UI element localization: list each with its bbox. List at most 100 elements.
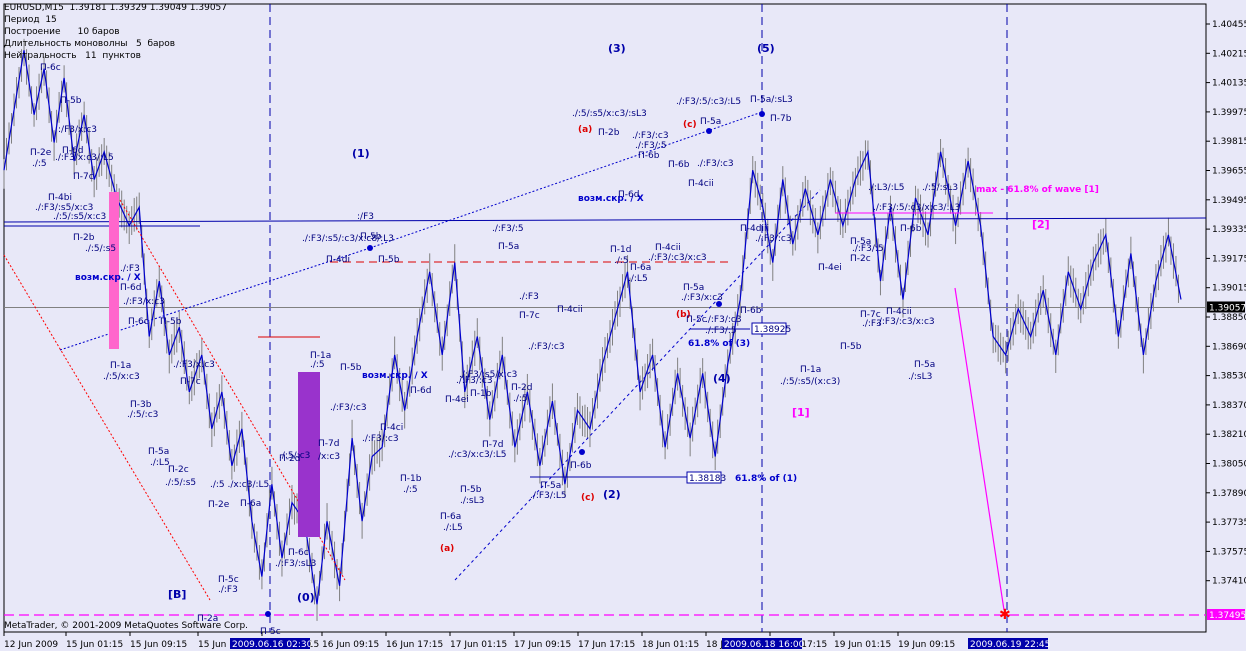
wave-annotation: П-6c: [288, 548, 309, 558]
highlight-box-purple: [298, 372, 320, 537]
wave-annotation: П-6d: [62, 146, 83, 156]
y-tick-label: 1.39495: [1212, 196, 1246, 206]
wave-annotation: П-6a: [240, 499, 261, 509]
wave-annotation: П-2c: [850, 254, 871, 264]
x-tick-label: 17 Jun 01:15: [450, 640, 507, 650]
wave-annotation: П-5a: [148, 447, 169, 457]
wave-annotation: П-6b: [740, 306, 762, 316]
y-tick-label: 1.39655: [1212, 167, 1246, 177]
y-tick-label: 1.40215: [1212, 49, 1246, 59]
wave-annotation: возм.скр. / X: [578, 194, 644, 204]
wave-annotation: П-5a: [540, 481, 561, 491]
wave-annotation: П-4diii: [740, 224, 769, 234]
channel-line: [59, 247, 371, 351]
wave-annotation: (c): [683, 120, 697, 130]
target-price-box: [1207, 609, 1245, 620]
x-tick-label: 19 Jun 01:15: [834, 640, 891, 650]
wave-annotation: ./:F3/:sL3: [275, 559, 316, 569]
channel-line: [454, 189, 821, 581]
wave-annotation: П-7b: [770, 114, 792, 124]
wave-annotation: П-1a: [310, 351, 331, 361]
wave-annotation: П-2e: [30, 148, 52, 158]
wave-annotation: ./:L5: [443, 523, 463, 533]
wave-annotation: (c): [581, 493, 595, 503]
wave-annotation: ./:F3/:c3/x:c3: [648, 253, 707, 263]
wave-annotation: П-4cii: [886, 307, 912, 317]
wave-annotation: ./:F3/:5: [852, 244, 884, 254]
wave-annotation: П-6b: [570, 461, 592, 471]
wave-annotation: П-5a/:sL3: [750, 95, 793, 105]
wave-annotation: :/F3/x:c3: [58, 125, 97, 135]
y-tick-label: 1.39335: [1212, 225, 1246, 235]
wave-annotation: ./:L5: [628, 274, 648, 284]
wave-annotation: П-1d: [610, 245, 631, 255]
y-tick-label: 1.40455: [1212, 20, 1246, 30]
y-tick-label: 1.38050: [1212, 460, 1246, 470]
wave-annotation: ./:5: [32, 159, 47, 169]
x-tick-label: 15 Jun 01:15: [66, 640, 123, 650]
wave-label: [2]: [1032, 218, 1050, 231]
wave-annotation: П-2a: [197, 614, 218, 624]
wave-label: (5): [757, 42, 775, 55]
pivot-dot: [716, 301, 722, 307]
wave-annotation: П-4cii: [655, 243, 681, 253]
x-tick-label: 17 Jun 17:15: [578, 640, 635, 650]
wave-annotation: П-5b: [360, 232, 382, 242]
x-tick-label: 19 Jun 09:15: [898, 640, 955, 650]
wave-annotation: П-6a: [630, 263, 651, 273]
wave-annotation: П-6b: [900, 224, 922, 234]
wave-annotation: П-7d: [482, 440, 503, 450]
wave-label: (1): [352, 147, 370, 160]
wave-annotation: П-7c: [860, 310, 881, 320]
pivot-dot: [367, 245, 373, 251]
wave-annotation: ./:5: [310, 360, 325, 370]
wave-annotation: 61.8% of (3): [688, 339, 750, 349]
current-price-box: [1207, 301, 1245, 313]
wave-annotation: :/F3: [357, 212, 374, 222]
wave-annotation: П-4di: [326, 255, 350, 265]
wave-annotation: П-6с: [40, 63, 61, 73]
current-price-label: 1.39057: [1209, 303, 1246, 313]
forecast-line: [954, 287, 1005, 611]
y-tick-label: 1.38530: [1212, 372, 1246, 382]
wave-annotation: П-7c: [73, 172, 94, 182]
wave-line: [3, 50, 1182, 605]
wave-annotation: ./:F3/x:c3: [681, 293, 723, 303]
wave-annotation: П-5b: [378, 255, 400, 265]
wave-annotation: ./:5/:c3: [279, 451, 310, 461]
target-price-label: 1.37495: [1209, 611, 1246, 621]
y-tick-label: 1.38370: [1212, 401, 1246, 411]
wave-annotation: П-5b: [460, 485, 482, 495]
wave-annotation: ./:F3/:5: [492, 224, 524, 234]
wave-annotation: П-7c: [519, 311, 540, 321]
wave-annotation: П-5c: [218, 575, 239, 585]
y-tick-label: 1.37890: [1212, 489, 1246, 499]
wave-annotation: П-4cii: [688, 179, 714, 189]
wave-annotation: возм.скр. / X: [75, 273, 141, 283]
wave-annotation: ./:L5: [150, 458, 170, 468]
time-highlight-label: 2009.06.18 16:00: [724, 640, 805, 650]
wave-annotation: П-1a: [110, 361, 131, 371]
time-highlight-box: [722, 638, 802, 649]
x-tick-label: 16 Jun 17:15: [386, 640, 443, 650]
x-tick-label: 15 Jun 09:15: [130, 640, 187, 650]
wave-annotation: П-4ci: [380, 423, 403, 433]
wave-annotation: ./:F3/:c3: [705, 315, 742, 325]
wave-annotation: ./:F3: [218, 585, 238, 595]
highlight-box-pink: [109, 192, 119, 349]
wave-annotation: П-1b: [470, 389, 492, 399]
wave-annotation: П-6d: [410, 386, 431, 396]
wave-annotation: П-5c: [686, 315, 707, 325]
wave-annotation: П-5a: [700, 117, 721, 127]
time-highlight-label: 2009.06.16 02:30: [232, 640, 313, 650]
wave-annotation: П-4cii: [557, 305, 583, 315]
wave-annotation: П-2d: [511, 383, 532, 393]
wave-annotation: ./:F3: [862, 319, 882, 329]
wave-annotation: ./:F3/:c3: [632, 131, 669, 141]
wave-annotation: ./:5/:s5/x:c3: [53, 212, 106, 222]
wave-annotation: П-5b: [160, 317, 182, 327]
wave-annotation: П-6с: [128, 317, 149, 327]
x-tick-label: 16 Jun 09:15: [322, 640, 379, 650]
